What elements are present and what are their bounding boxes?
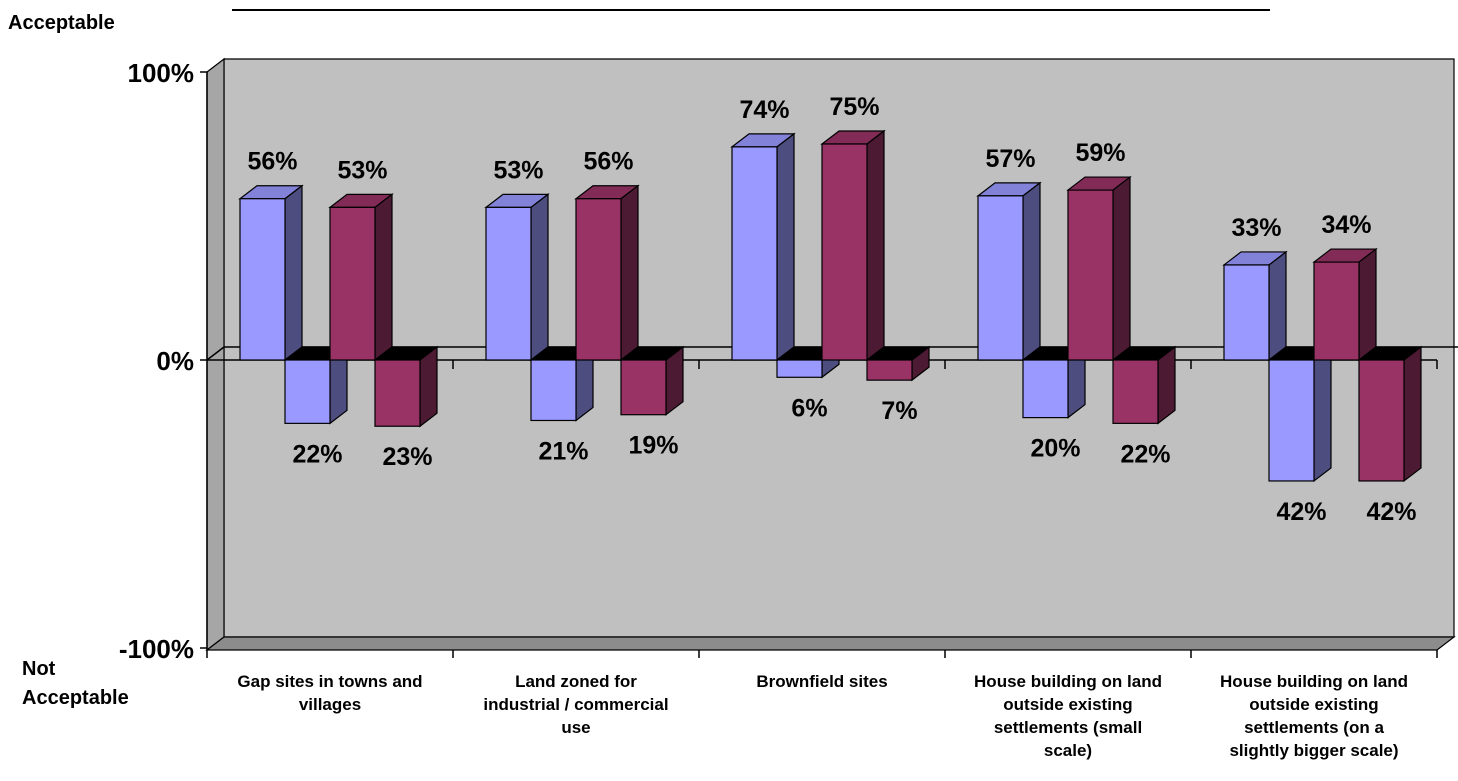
data-label: 23% bbox=[382, 443, 432, 471]
data-label: 74% bbox=[739, 96, 789, 124]
data-label: 22% bbox=[292, 440, 342, 468]
bar bbox=[620, 359, 667, 416]
category-label: scale) bbox=[1044, 741, 1092, 760]
bar-side bbox=[530, 193, 549, 362]
bar-side bbox=[374, 193, 393, 362]
bar bbox=[731, 146, 778, 361]
category-label: industrial / commercial bbox=[483, 695, 668, 714]
bar bbox=[329, 206, 376, 361]
data-label: 53% bbox=[337, 156, 387, 184]
data-label: 21% bbox=[538, 437, 588, 465]
bar-side bbox=[284, 184, 303, 362]
bar bbox=[1022, 359, 1069, 419]
bar bbox=[284, 359, 331, 424]
category-label: Brownfield sites bbox=[756, 672, 887, 691]
bar bbox=[776, 359, 823, 378]
y-tick-label: 100% bbox=[128, 58, 195, 88]
data-label: 56% bbox=[583, 148, 633, 176]
category-label: outside existing bbox=[1249, 695, 1378, 714]
bar bbox=[575, 198, 622, 361]
not-acceptable-label: Not bbox=[22, 658, 56, 680]
bar-side bbox=[1313, 345, 1332, 483]
data-label: 75% bbox=[829, 93, 879, 121]
bar bbox=[530, 359, 577, 422]
data-label: 19% bbox=[628, 432, 678, 460]
category-label: villages bbox=[299, 695, 361, 714]
bar bbox=[1112, 359, 1159, 424]
bar bbox=[866, 359, 913, 381]
bar bbox=[239, 198, 286, 361]
category-label: slightly bigger scale) bbox=[1229, 741, 1398, 760]
bar bbox=[1268, 359, 1315, 482]
bar-side bbox=[1022, 181, 1041, 362]
bar-side bbox=[620, 184, 639, 362]
data-label: 42% bbox=[1366, 498, 1416, 526]
bar bbox=[485, 206, 532, 361]
category-label: outside existing bbox=[1003, 695, 1132, 714]
data-label: 6% bbox=[791, 394, 827, 422]
data-label: 42% bbox=[1276, 498, 1326, 526]
data-label: 7% bbox=[881, 397, 917, 425]
category-label: Gap sites in towns and bbox=[237, 672, 422, 691]
bar bbox=[977, 195, 1024, 361]
data-label: 59% bbox=[1075, 139, 1125, 167]
bar-side bbox=[1268, 250, 1287, 362]
category-label: House building on land bbox=[1220, 672, 1408, 691]
category-label: Land zoned for bbox=[515, 672, 637, 691]
plot-side-wall bbox=[206, 57, 225, 652]
category-label: House building on land bbox=[974, 672, 1162, 691]
bar bbox=[1313, 261, 1360, 361]
data-label: 22% bbox=[1120, 440, 1170, 468]
bar-side bbox=[776, 132, 795, 362]
data-label: 33% bbox=[1231, 214, 1281, 242]
bar-side bbox=[1157, 345, 1176, 425]
plot-floor bbox=[205, 636, 1456, 651]
data-label: 56% bbox=[247, 148, 297, 176]
bar bbox=[374, 359, 421, 427]
bar-side bbox=[1358, 247, 1377, 362]
data-label: 57% bbox=[985, 145, 1035, 173]
bar-side bbox=[1403, 345, 1422, 483]
category-label: settlements (small bbox=[994, 718, 1142, 737]
bar-side bbox=[419, 345, 438, 428]
bar-side bbox=[1112, 175, 1131, 362]
bar bbox=[1358, 359, 1405, 482]
bar bbox=[1067, 189, 1114, 361]
data-label: 34% bbox=[1321, 211, 1371, 239]
data-label: 20% bbox=[1030, 435, 1080, 463]
y-tick-label: 0% bbox=[156, 346, 194, 376]
bar-side bbox=[866, 129, 885, 362]
y-tick-label: -100% bbox=[119, 634, 194, 664]
not-acceptable-label: Acceptable bbox=[22, 687, 129, 709]
acceptable-label: Acceptable bbox=[8, 12, 115, 34]
bar bbox=[821, 143, 868, 361]
bar bbox=[1223, 264, 1270, 361]
category-label: use bbox=[561, 718, 590, 737]
category-label: settlements (on a bbox=[1244, 718, 1384, 737]
zero-line-depth bbox=[206, 346, 225, 361]
data-label: 53% bbox=[493, 156, 543, 184]
